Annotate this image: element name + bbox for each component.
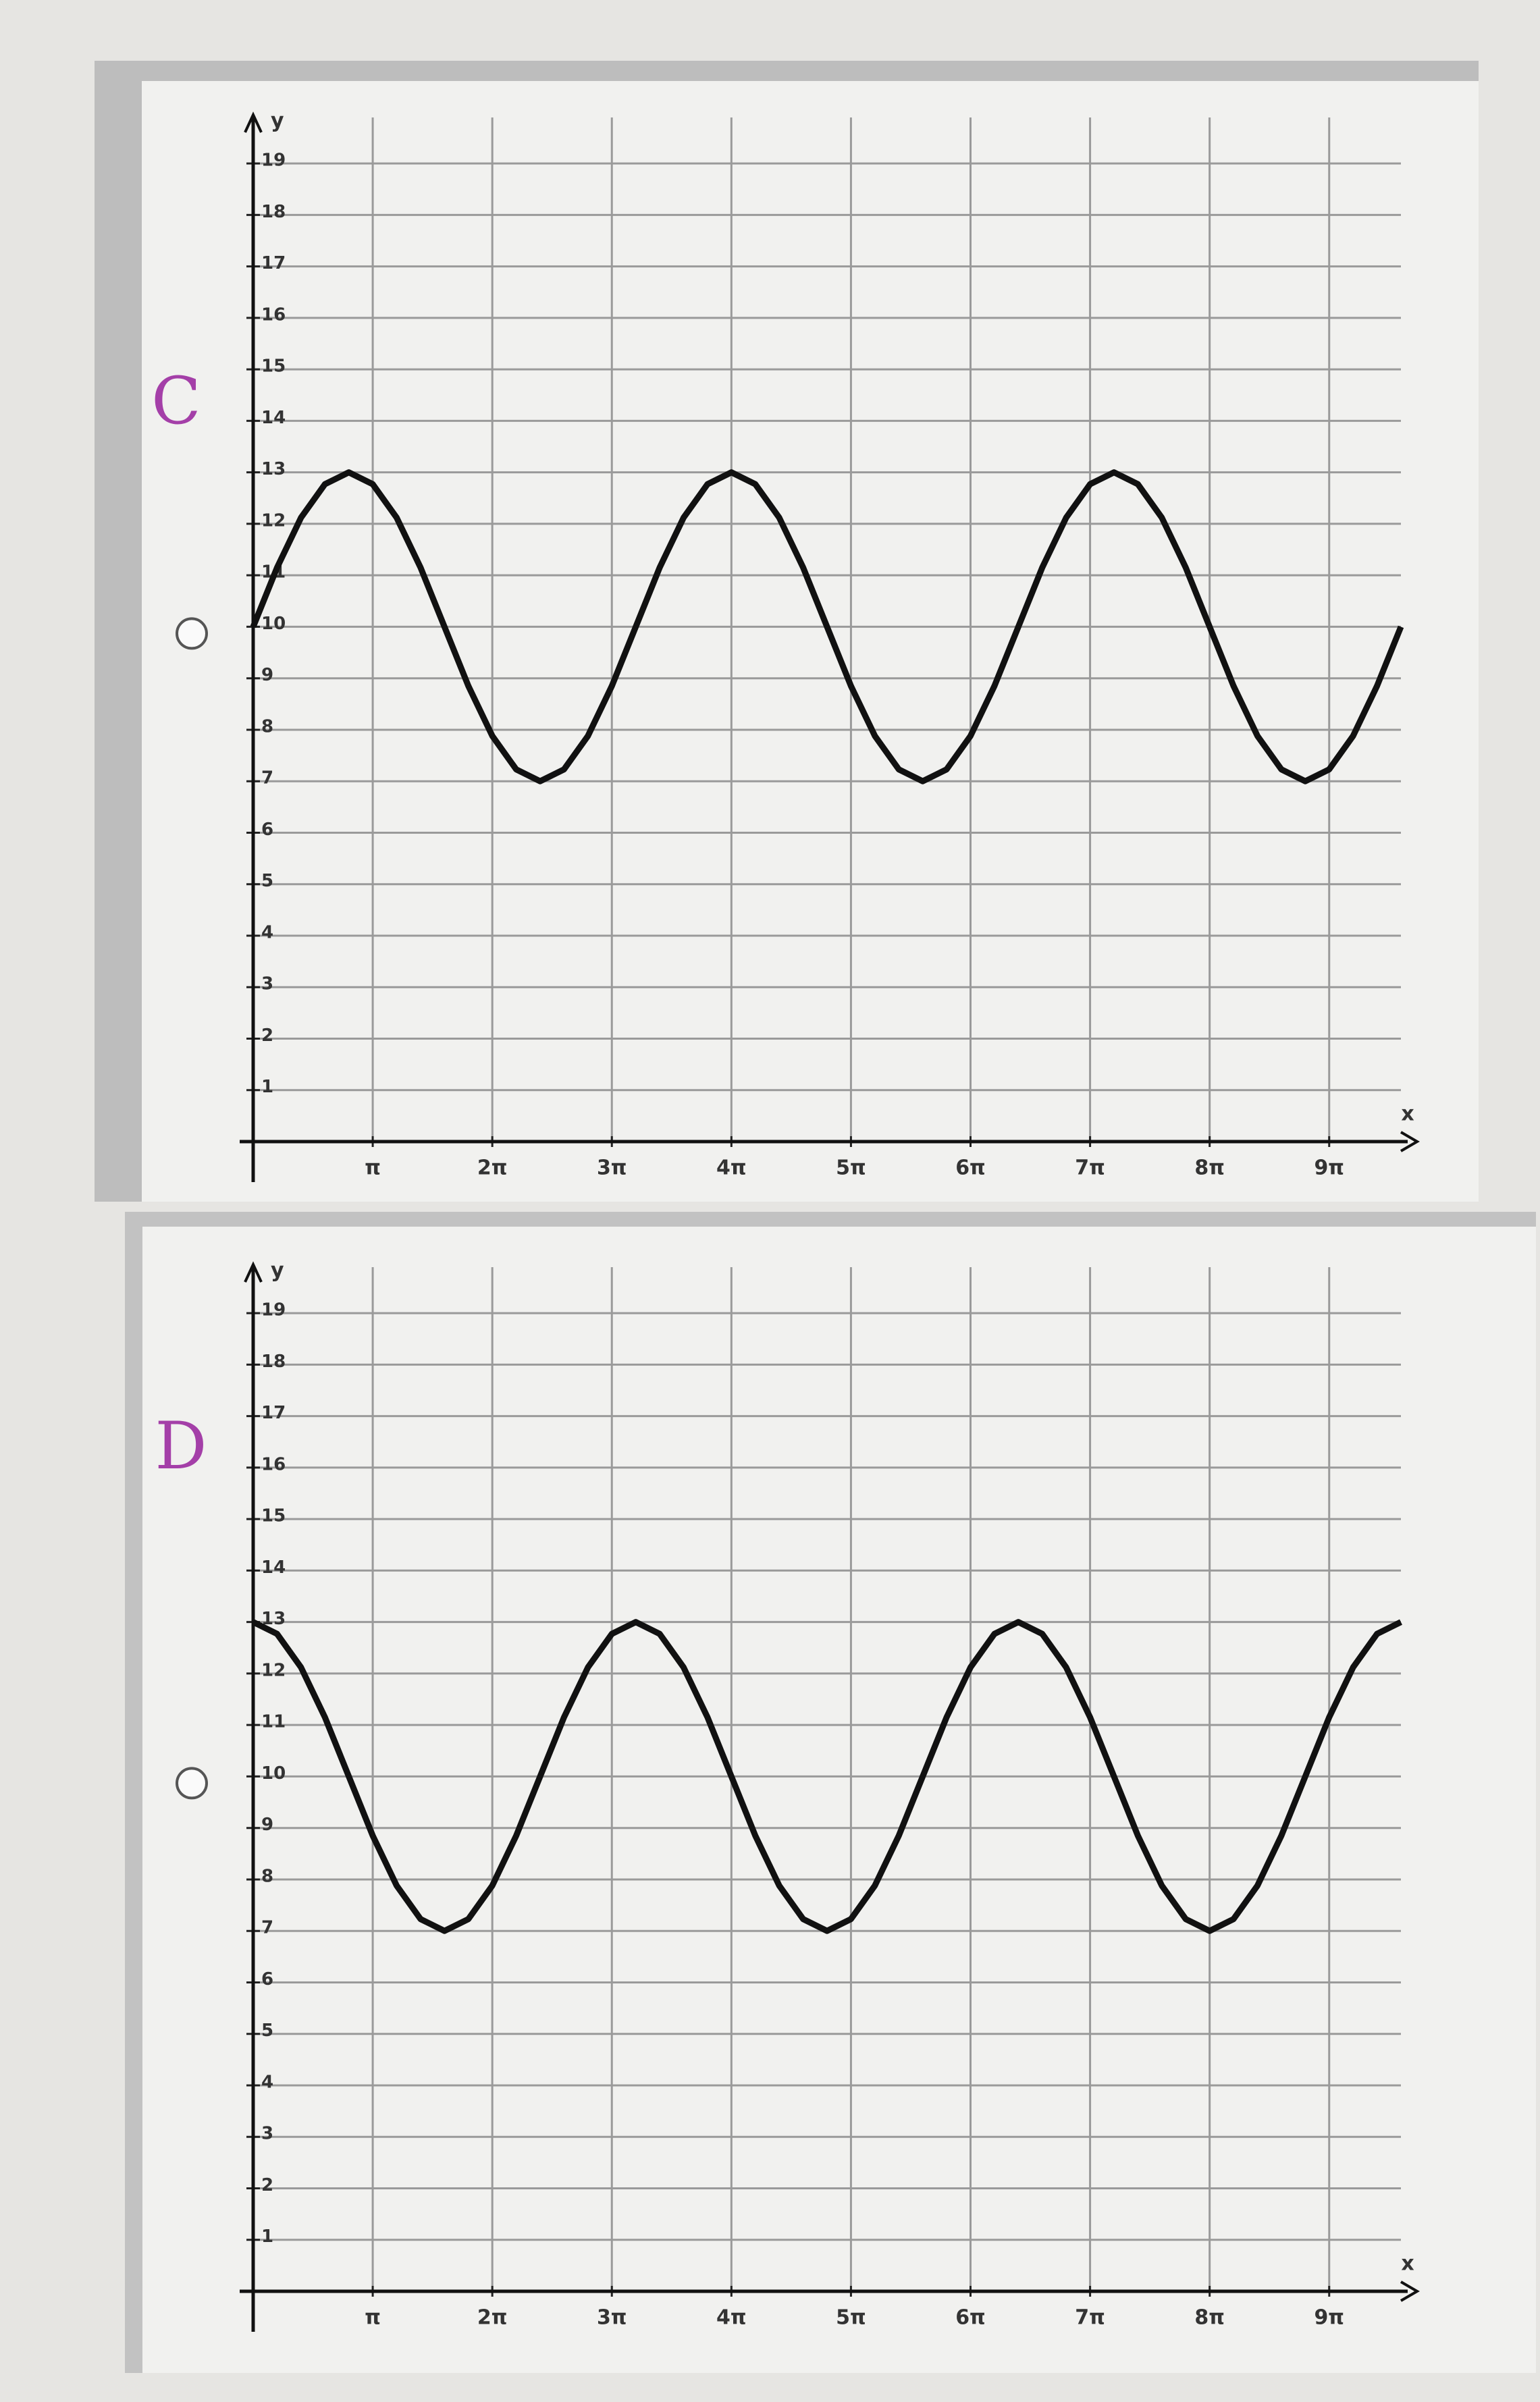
panel xyxy=(125,1212,1536,2373)
x-tick-label: 4π xyxy=(716,2306,747,2330)
x-axis-label: x xyxy=(1401,1102,1414,1126)
y-tick-label: 10 xyxy=(261,1763,286,1784)
y-tick-label: 6 xyxy=(261,1969,273,1990)
y-axis-label: y xyxy=(271,1259,284,1283)
x-tick-label: π xyxy=(365,2306,381,2330)
radio-button[interactable] xyxy=(176,1767,208,1800)
y-tick-label: 6 xyxy=(261,820,273,840)
radio-button[interactable] xyxy=(176,617,208,650)
panel-border xyxy=(125,1212,1536,1227)
x-tick-label: 3π xyxy=(597,1156,627,1180)
y-tick-label: 18 xyxy=(261,202,286,222)
y-tick-label: 2 xyxy=(261,2175,273,2195)
y-tick-label: 4 xyxy=(261,922,273,942)
axis-arrow xyxy=(244,1261,263,1283)
y-tick-label: 5 xyxy=(261,871,273,891)
x-tick-label: 8π xyxy=(1194,2306,1225,2330)
x-tick-label: 7π xyxy=(1075,1156,1105,1180)
y-tick-label: 12 xyxy=(261,510,286,531)
y-tick-label: 7 xyxy=(261,1918,273,1938)
y-tick-label: 19 xyxy=(261,1300,286,1320)
y-axis-label: y xyxy=(271,109,284,133)
y-tick-label: 15 xyxy=(261,356,286,377)
y-tick-label: 15 xyxy=(261,1506,286,1526)
axis-arrow xyxy=(1400,1131,1420,1152)
y-tick-label: 9 xyxy=(261,1815,273,1835)
x-tick-label: 5π xyxy=(836,2306,866,2330)
y-tick-label: 19 xyxy=(261,151,286,171)
y-tick-label: 8 xyxy=(261,1866,273,1886)
y-tick-label: 4 xyxy=(261,2072,273,2092)
line xyxy=(252,1619,1402,1934)
x-tick-label: 9π xyxy=(1314,2306,1344,2330)
axis-arrow xyxy=(1400,2280,1420,2302)
y-tick-label: 11 xyxy=(261,1712,286,1732)
y-tick-label: 14 xyxy=(261,408,286,428)
y-tick-label: 9 xyxy=(261,665,273,685)
y-tick-label: 16 xyxy=(261,1454,286,1474)
annotation: C xyxy=(151,363,201,439)
x-tick-label: 4π xyxy=(716,1156,747,1180)
axis-arrow xyxy=(244,111,263,133)
y-tick-label: 18 xyxy=(261,1352,286,1372)
y-tick-label: 1 xyxy=(261,1077,273,1097)
x-tick-label: 7π xyxy=(1075,2306,1105,2330)
y-tick-label: 13 xyxy=(261,459,286,479)
x-axis-label: x xyxy=(1401,2252,1414,2276)
x-tick-label: 9π xyxy=(1314,1156,1344,1180)
x-tick-label: 3π xyxy=(597,2306,627,2330)
panel xyxy=(95,61,1479,1202)
y-tick-label: 16 xyxy=(261,304,286,325)
y-tick-label: 17 xyxy=(261,1403,286,1423)
x-tick-label: 6π xyxy=(955,2306,986,2330)
x-tick-label: 2π xyxy=(477,1156,508,1180)
y-tick-label: 8 xyxy=(261,716,273,737)
y-tick-label: 7 xyxy=(261,768,273,789)
y-tick-label: 12 xyxy=(261,1660,286,1680)
x-tick-label: 5π xyxy=(836,1156,866,1180)
x-tick-label: π xyxy=(365,1156,381,1180)
panel-border xyxy=(125,1212,142,2373)
y-tick-label: 3 xyxy=(261,2124,273,2144)
y-tick-label: 17 xyxy=(261,253,286,273)
y-tick-label: 14 xyxy=(261,1557,286,1578)
x-tick-label: 6π xyxy=(955,1156,986,1180)
y-tick-label: 5 xyxy=(261,2021,273,2041)
y-tick-label: 1 xyxy=(261,2226,273,2247)
y-tick-label: 10 xyxy=(261,614,286,634)
x-tick-label: 8π xyxy=(1194,1156,1225,1180)
panel-border xyxy=(95,61,1479,81)
panel-border xyxy=(95,61,142,1202)
x-tick-label: 2π xyxy=(477,2306,508,2330)
line xyxy=(250,469,1404,784)
annotation: D xyxy=(155,1408,207,1484)
y-tick-label: 2 xyxy=(261,1025,273,1046)
y-tick-label: 3 xyxy=(261,974,273,994)
